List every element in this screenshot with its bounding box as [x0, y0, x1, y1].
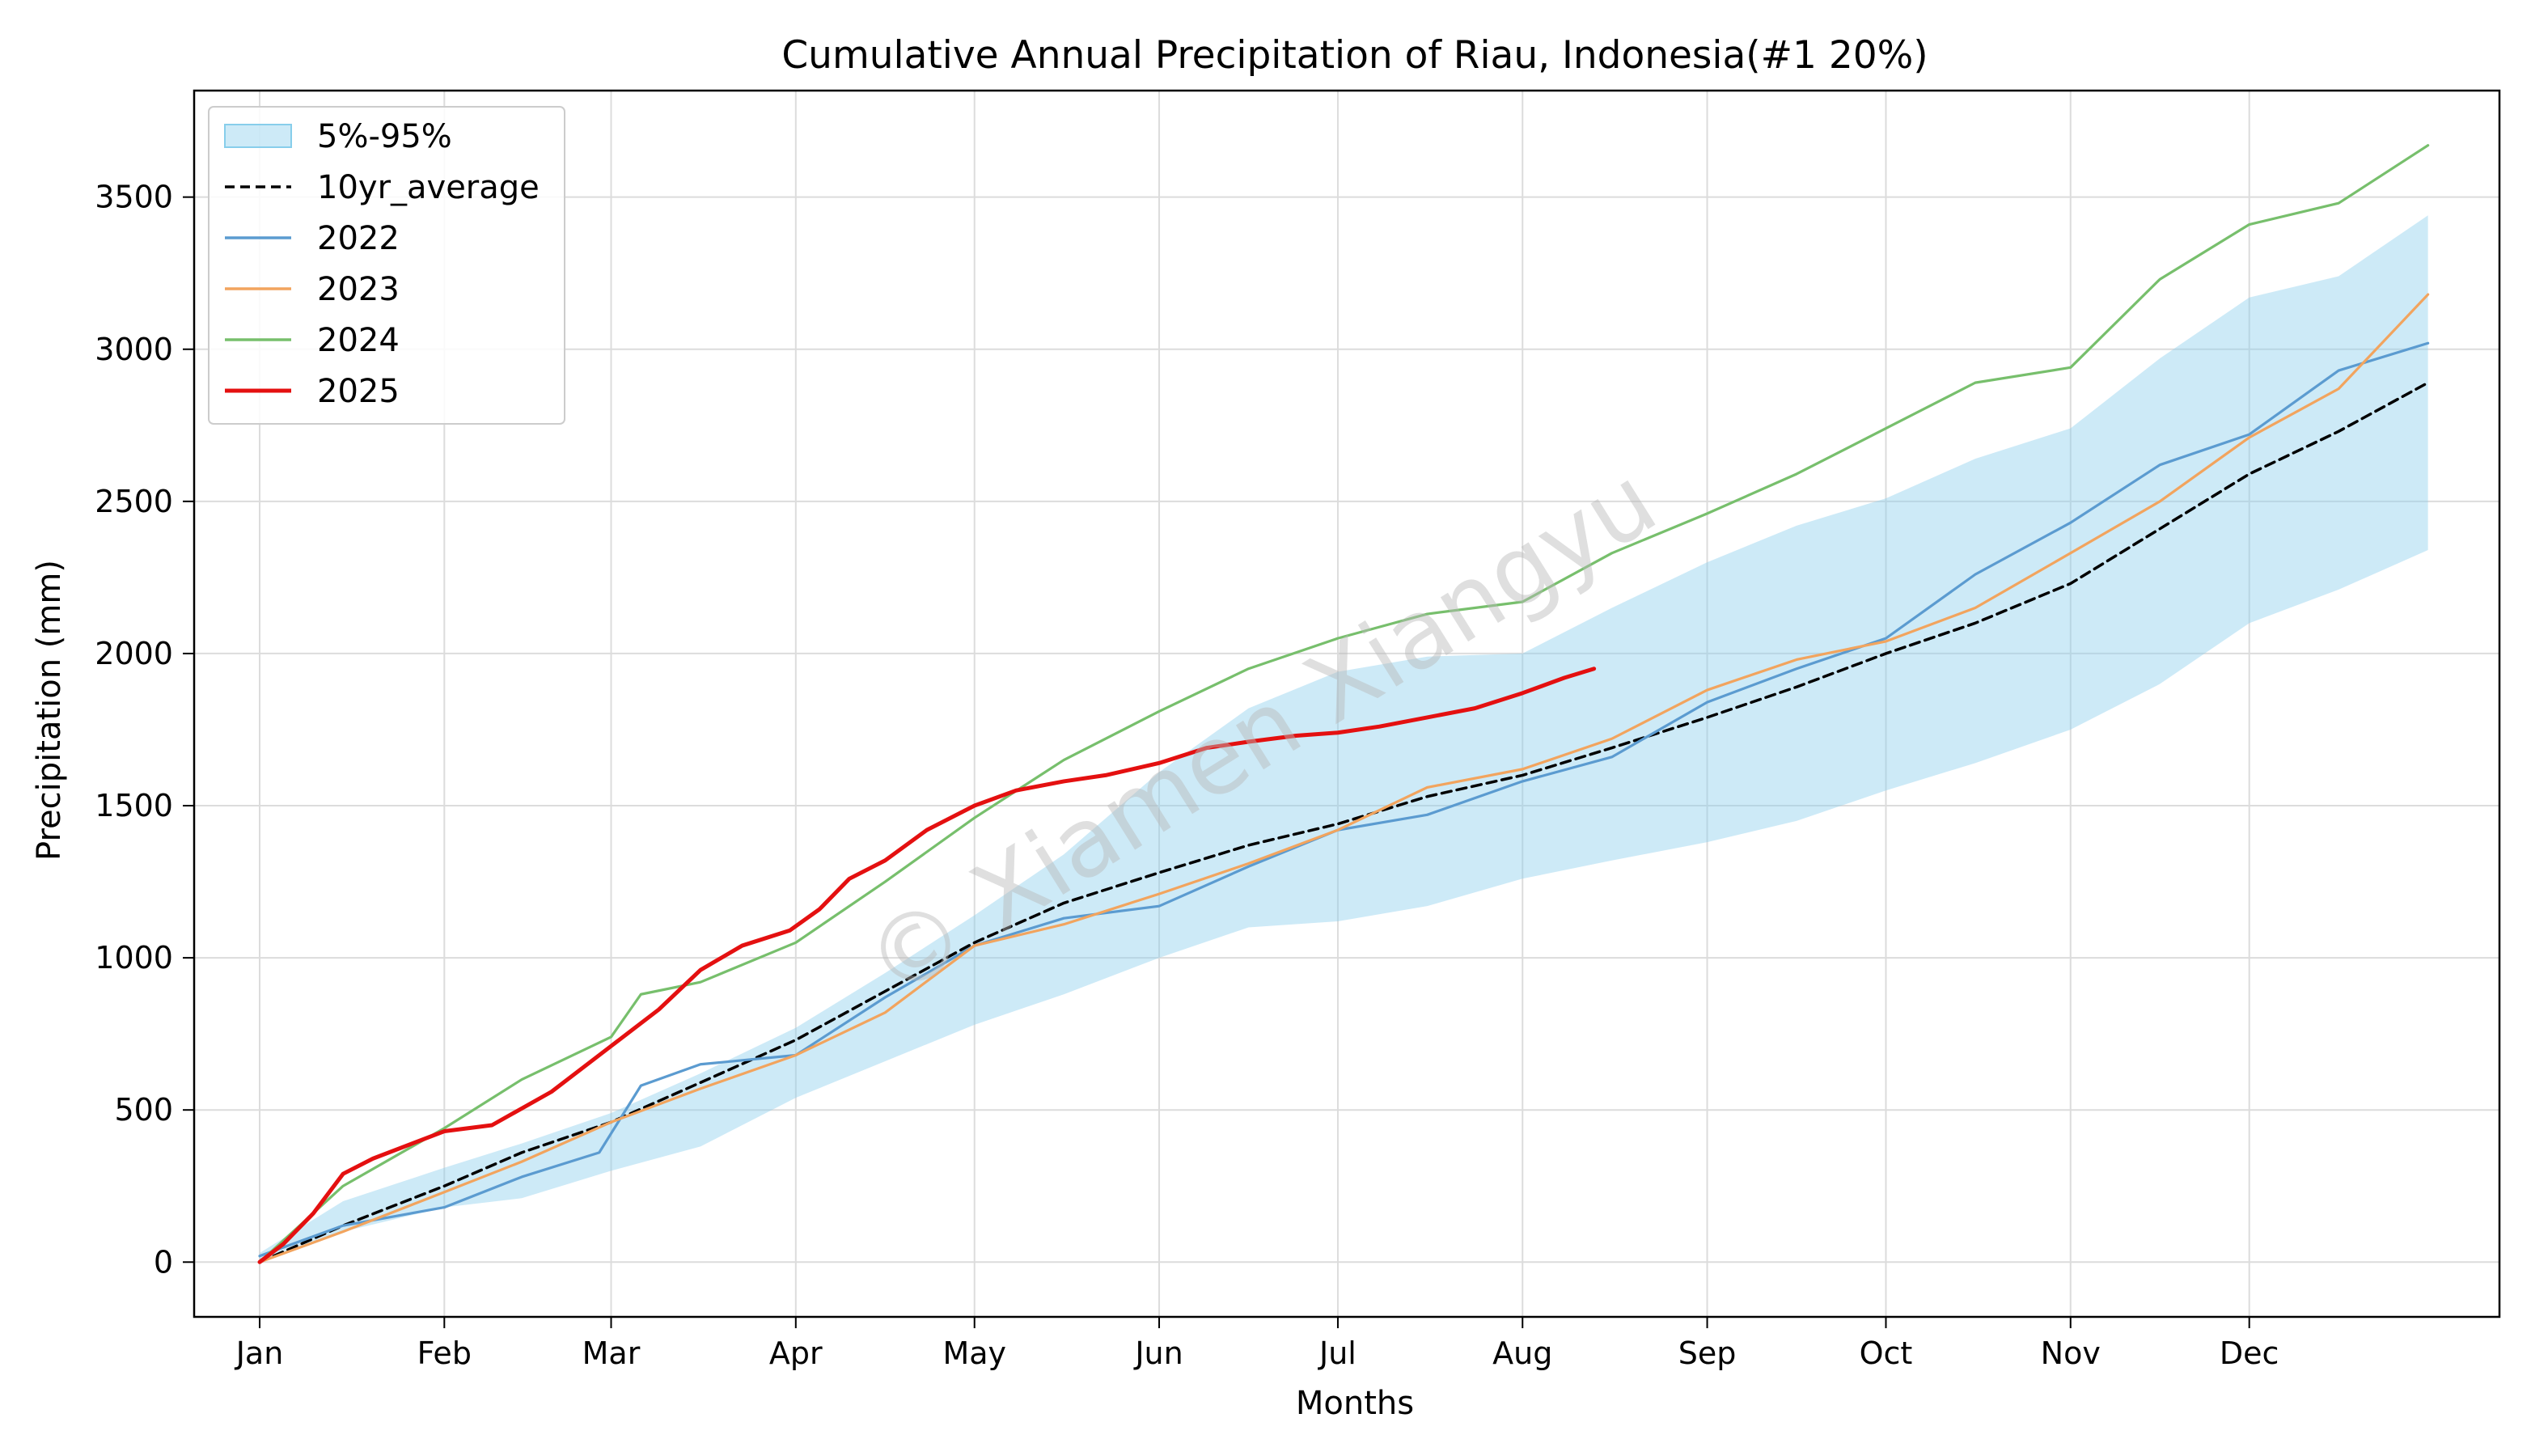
x-tick-label: May [942, 1335, 1006, 1371]
legend-box [208, 106, 565, 425]
series-line-2024 [258, 144, 2430, 1263]
band-5-95 [260, 215, 2428, 1263]
grid [194, 91, 2499, 1317]
legend-swatch-band [224, 124, 292, 148]
plot-frame [193, 89, 2501, 1318]
x-axis-title: Months [1296, 1385, 1414, 1422]
x-tick-label: Sep [1678, 1335, 1737, 1371]
chart-title: Cumulative Annual Precipitation of Riau,… [781, 33, 1928, 78]
series-line-2022 [258, 341, 2430, 1258]
legend-label: 5%-95% [317, 118, 452, 155]
series-line-2023 [258, 293, 2430, 1263]
x-tick-label: Feb [417, 1335, 472, 1371]
x-tick-label: Jan [235, 1335, 284, 1371]
legend-label: 2022 [317, 220, 400, 257]
x-tick-label: Apr [769, 1335, 823, 1371]
y-axis-title: Precipitation (mm) [31, 560, 68, 861]
legend-label: 2024 [317, 322, 400, 359]
x-tick-label: Mar [582, 1335, 641, 1371]
legend-label: 2023 [317, 271, 400, 308]
x-tick-label: Jun [1133, 1335, 1183, 1371]
y-tick-label: 2500 [95, 484, 173, 519]
y-tick-label: 1500 [95, 788, 173, 823]
y-tick-label: 3000 [95, 332, 173, 367]
y-axis: 0 500 1000 1500 2000 2500 3000 3500 [95, 180, 194, 1280]
band-layer [260, 215, 2428, 1263]
y-tick-label: 2000 [95, 636, 173, 671]
series-layer [257, 144, 2430, 1264]
y-tick-label: 0 [154, 1244, 173, 1280]
x-tick-label: Dec [2220, 1335, 2279, 1371]
x-axis: Jan Feb Mar Apr May Jun Jul Aug Sep Oct Nov Dec [235, 1317, 2279, 1371]
y-tick-label: 3500 [95, 180, 173, 215]
legend: 5%-95% 10yr_average 2022 2023 2024 2025 [208, 106, 565, 425]
x-tick-label: Nov [2041, 1335, 2101, 1371]
y-tick-label: 1000 [95, 940, 173, 976]
x-tick-label: Aug [1492, 1335, 1552, 1371]
series-line-2025 [257, 667, 1597, 1264]
x-tick-label: Jul [1318, 1335, 1357, 1371]
x-tick-label: Oct [1860, 1335, 1913, 1371]
y-tick-label: 500 [114, 1092, 173, 1128]
legend-label: 10yr_average [317, 169, 540, 206]
legend-label: 2025 [317, 373, 400, 410]
